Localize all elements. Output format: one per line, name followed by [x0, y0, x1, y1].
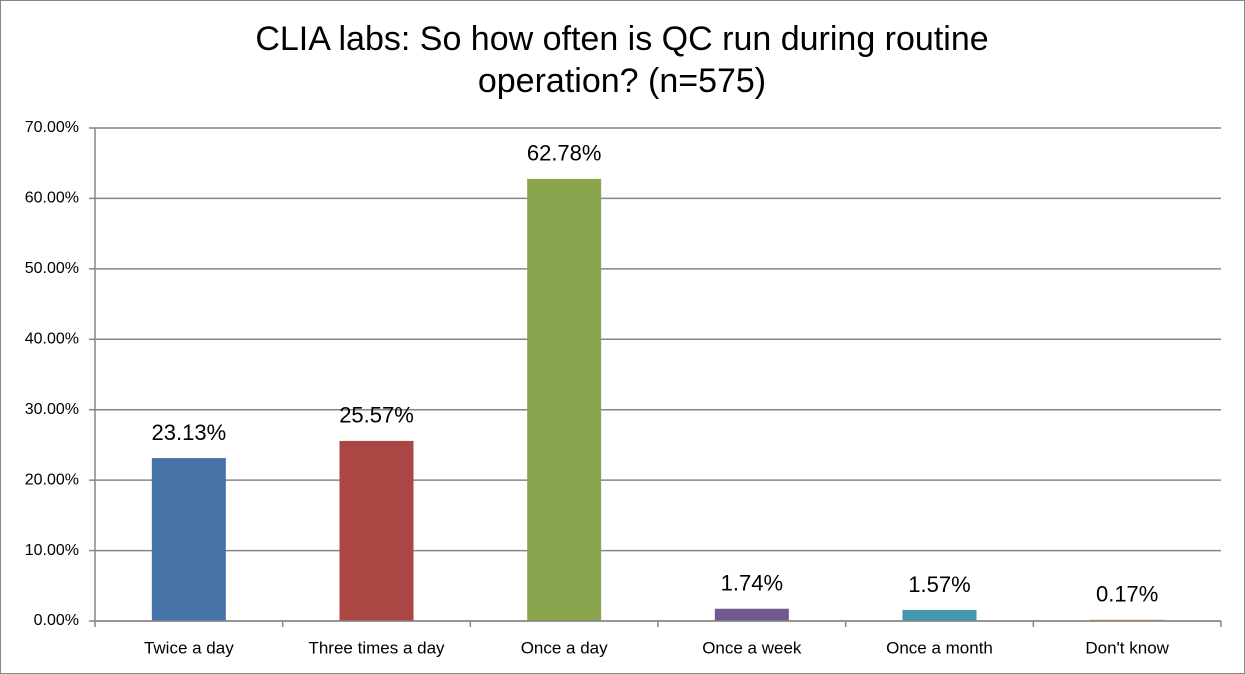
value-label: 1.57%: [908, 572, 970, 597]
y-tick-label: 60.00%: [25, 190, 79, 207]
bar: [151, 458, 226, 621]
chart-title: operation? (n=575): [478, 62, 766, 100]
bar: [527, 178, 602, 621]
value-label: 23.13%: [152, 420, 227, 445]
x-tick-label: Don't know: [1085, 638, 1169, 657]
y-tick-label: 20.00%: [25, 471, 79, 488]
y-tick-label: 70.00%: [25, 119, 79, 136]
value-label: 0.17%: [1096, 582, 1158, 607]
y-tick-label: 40.00%: [25, 331, 79, 348]
y-tick-label: 50.00%: [25, 260, 79, 277]
x-tick-label: Once a day: [521, 638, 608, 657]
x-tick-label: Once a month: [886, 638, 993, 657]
x-tick-label: Three times a day: [308, 638, 445, 657]
x-tick-label: Twice a day: [144, 638, 234, 657]
y-tick-label: 10.00%: [25, 542, 79, 559]
y-tick-label: 30.00%: [25, 401, 79, 418]
value-label: 1.74%: [721, 571, 783, 596]
bar: [902, 609, 977, 621]
bar: [339, 440, 414, 621]
value-label: 62.78%: [527, 141, 602, 166]
chart-title: CLIA labs: So how often is QC run during…: [255, 20, 988, 58]
x-tick-label: Once a week: [702, 638, 802, 657]
bar: [714, 608, 789, 621]
value-label: 25.57%: [339, 403, 414, 428]
y-tick-label: 0.00%: [34, 612, 79, 629]
